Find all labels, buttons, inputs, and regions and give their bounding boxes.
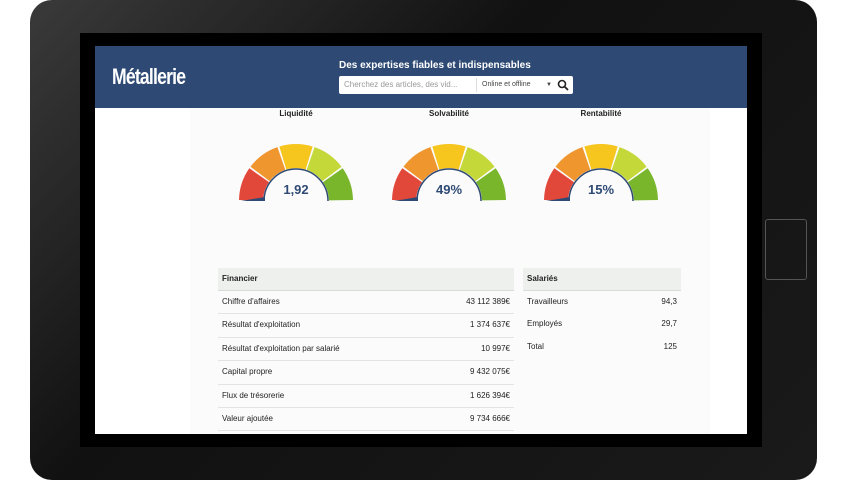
tagline: Des expertises fiables et indispensables bbox=[339, 60, 531, 71]
row-value: 10 997€ bbox=[481, 343, 510, 353]
table-row: Chiffre d'affaires 43 112 389€ bbox=[218, 291, 514, 315]
gauge-needle bbox=[241, 197, 265, 201]
filter-label[interactable]: Online et offline bbox=[482, 81, 531, 88]
row-value: 9 432 075€ bbox=[469, 367, 510, 377]
gauge-segment bbox=[323, 168, 353, 201]
table: Financier Chiffre d'affaires 43 112 389€ Ré… bbox=[218, 268, 514, 432]
gauge-segment bbox=[239, 168, 269, 201]
gauges: Liquidité 1,92 Solvabilité 49% Rentabilité 15… bbox=[239, 109, 658, 202]
gauge-label: Solvabilité bbox=[429, 109, 470, 118]
table: Salariés Travailleurs 94,3 Employés 29,7 Tota… bbox=[523, 268, 681, 358]
row-value: 125 bbox=[663, 341, 677, 351]
gauge-segment bbox=[432, 144, 466, 170]
gauge-ring bbox=[263, 168, 329, 202]
logo[interactable]: Métallerie bbox=[112, 64, 186, 89]
table-row: Total 125 bbox=[523, 336, 681, 358]
row-value: 1 374 637€ bbox=[469, 320, 510, 330]
table-header: Financier bbox=[218, 268, 514, 291]
search-placeholder[interactable]: Cherchez des articles, des vid... bbox=[344, 80, 458, 89]
gauge-segment bbox=[459, 147, 495, 182]
gauge-segment bbox=[476, 168, 506, 201]
dropdown-arrow[interactable]: ▼ bbox=[546, 82, 552, 88]
row-label: Résultat d'exploitation par salarié bbox=[222, 343, 340, 353]
row-label: Valeur ajoutée bbox=[222, 413, 273, 423]
screen: Métallerie Des expertises fiables et ind… bbox=[95, 46, 747, 434]
row-value: 94,3 bbox=[661, 297, 677, 306]
gauge-needle bbox=[546, 197, 570, 201]
row-value: 29,7 bbox=[661, 319, 677, 329]
row-label: Flux de trésorerie bbox=[222, 390, 285, 400]
filter-select[interactable]: Online et offline ▼ bbox=[476, 78, 552, 92]
gauge-segment bbox=[628, 168, 658, 201]
table-row: Résultat d'exploitation 1 374 637€ bbox=[218, 314, 514, 338]
row-label: Capital propre bbox=[222, 367, 273, 377]
gauge-segment bbox=[555, 147, 591, 182]
gauge-segment bbox=[306, 147, 342, 182]
table-row: Résultat d'exploitation par salarié 10 99… bbox=[218, 338, 514, 362]
gauge-ring bbox=[568, 168, 634, 202]
row-value: 9 734 666€ bbox=[469, 413, 510, 423]
gauge-segment bbox=[392, 168, 422, 201]
row-label: Travailleurs bbox=[527, 297, 569, 306]
row-label: Chiffre d'affaires bbox=[222, 297, 280, 306]
gauge-segment bbox=[279, 144, 313, 170]
row-value: 1 626 394€ bbox=[469, 390, 510, 400]
table-row: Valeur ajoutée 9 734 666€ bbox=[218, 408, 514, 432]
gauge-label: Rentabilité bbox=[581, 109, 622, 118]
gauge-value: 1,92 bbox=[283, 182, 308, 197]
row-label: Employés bbox=[527, 319, 563, 329]
content-panel bbox=[190, 50, 710, 434]
row-label: Résultat d'exploitation bbox=[222, 320, 301, 330]
row-label: Total bbox=[527, 341, 544, 351]
gauge-label: Liquidité bbox=[279, 109, 313, 118]
table-row: Capital propre 9 432 075€ bbox=[218, 361, 514, 385]
header: Métallerie Des expertises fiables et ind… bbox=[95, 46, 747, 108]
gauge-segment bbox=[544, 168, 574, 201]
gauge-value: 49% bbox=[436, 182, 462, 197]
search-box[interactable]: Cherchez des articles, des vid... Online… bbox=[339, 76, 573, 94]
search-icon[interactable] bbox=[557, 79, 569, 91]
gauge-segment bbox=[611, 147, 647, 182]
table-header: Salariés bbox=[523, 268, 681, 291]
gauge-value: 15% bbox=[588, 182, 614, 197]
row-value: 43 112 389€ bbox=[466, 297, 510, 306]
gauge-ring bbox=[416, 168, 482, 202]
table-row: Travailleurs 94,3 bbox=[523, 291, 681, 313]
gauge-segment bbox=[584, 144, 618, 170]
gauge-needle bbox=[394, 197, 418, 201]
home-button bbox=[765, 219, 807, 280]
gauge-segment bbox=[250, 147, 286, 182]
gauge-segment bbox=[403, 147, 439, 182]
table-row: Flux de trésorerie 1 626 394€ bbox=[218, 385, 514, 408]
table-row: Employés 29,7 bbox=[523, 313, 681, 335]
